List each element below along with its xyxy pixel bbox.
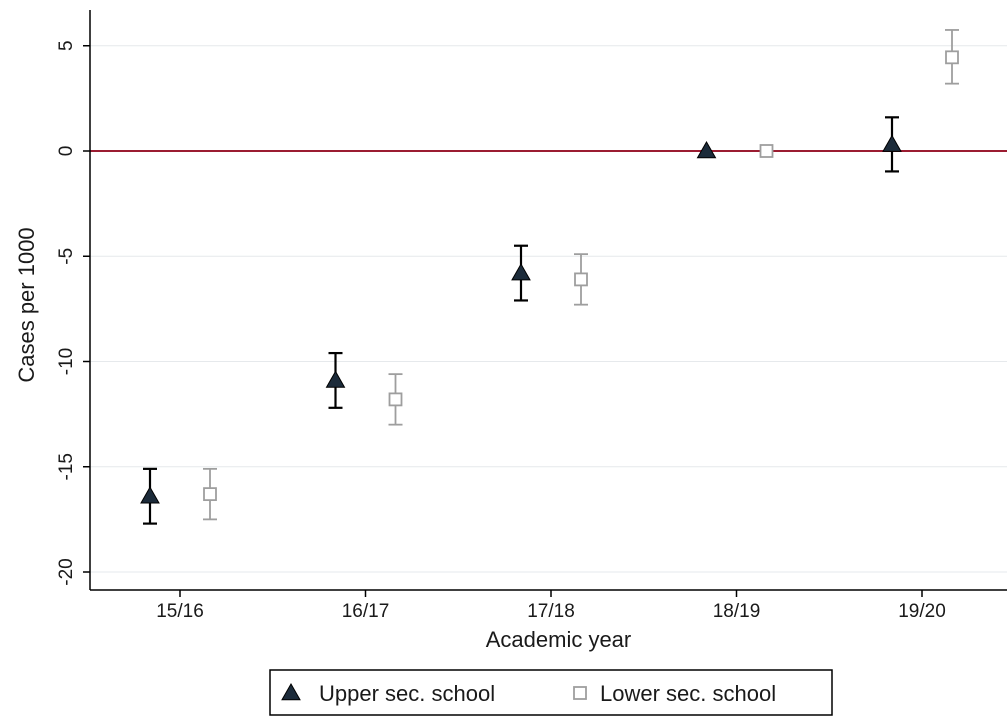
y-tick-label: 0 bbox=[56, 146, 77, 157]
y-tick-label: -20 bbox=[56, 558, 77, 585]
legend-label: Lower sec. school bbox=[600, 681, 776, 706]
data-point-square bbox=[203, 487, 217, 502]
x-ticks: 15/16 16/17 17/18 18/19 19/20 bbox=[156, 590, 946, 622]
gridlines bbox=[90, 45, 1007, 573]
x-tick-label: 16/17 bbox=[342, 601, 390, 622]
data-point-square bbox=[388, 392, 403, 407]
y-tick-label: 5 bbox=[56, 40, 77, 51]
data-point-triangle bbox=[511, 263, 531, 281]
legend-marker-square bbox=[573, 686, 587, 700]
legend-label: Upper sec. school bbox=[319, 681, 495, 706]
y-tick-label: -10 bbox=[56, 348, 77, 375]
x-tick-label: 17/18 bbox=[527, 601, 575, 622]
x-tick-label: 15/16 bbox=[156, 601, 204, 622]
y-ticks: 5 0 -5 -10 -15 -20 bbox=[56, 40, 90, 586]
legend-box bbox=[269, 669, 833, 716]
data-point-square bbox=[759, 144, 774, 158]
legend: Upper sec. school Lower sec. school bbox=[269, 669, 833, 716]
data-point-triangle bbox=[882, 134, 902, 152]
x-tick-label: 19/20 bbox=[898, 601, 946, 622]
y-axis-title: Cases per 1000 bbox=[14, 227, 39, 382]
x-axis-title: Academic year bbox=[486, 627, 632, 652]
data-point-triangle bbox=[140, 486, 160, 504]
data-point-square bbox=[945, 50, 959, 65]
y-tick-label: -15 bbox=[56, 453, 77, 480]
data-point-triangle bbox=[696, 140, 717, 159]
y-tick-label: -5 bbox=[56, 248, 77, 265]
data-point-square bbox=[574, 272, 588, 287]
series-upper-sec-school bbox=[140, 116, 902, 525]
legend-marker-triangle bbox=[281, 682, 301, 701]
series-lower-sec-school bbox=[203, 29, 959, 521]
legend-items: Upper sec. school Lower sec. school bbox=[281, 681, 776, 706]
data-series bbox=[140, 29, 959, 525]
x-tick-label: 18/19 bbox=[713, 601, 761, 622]
data-point-triangle bbox=[325, 370, 346, 388]
